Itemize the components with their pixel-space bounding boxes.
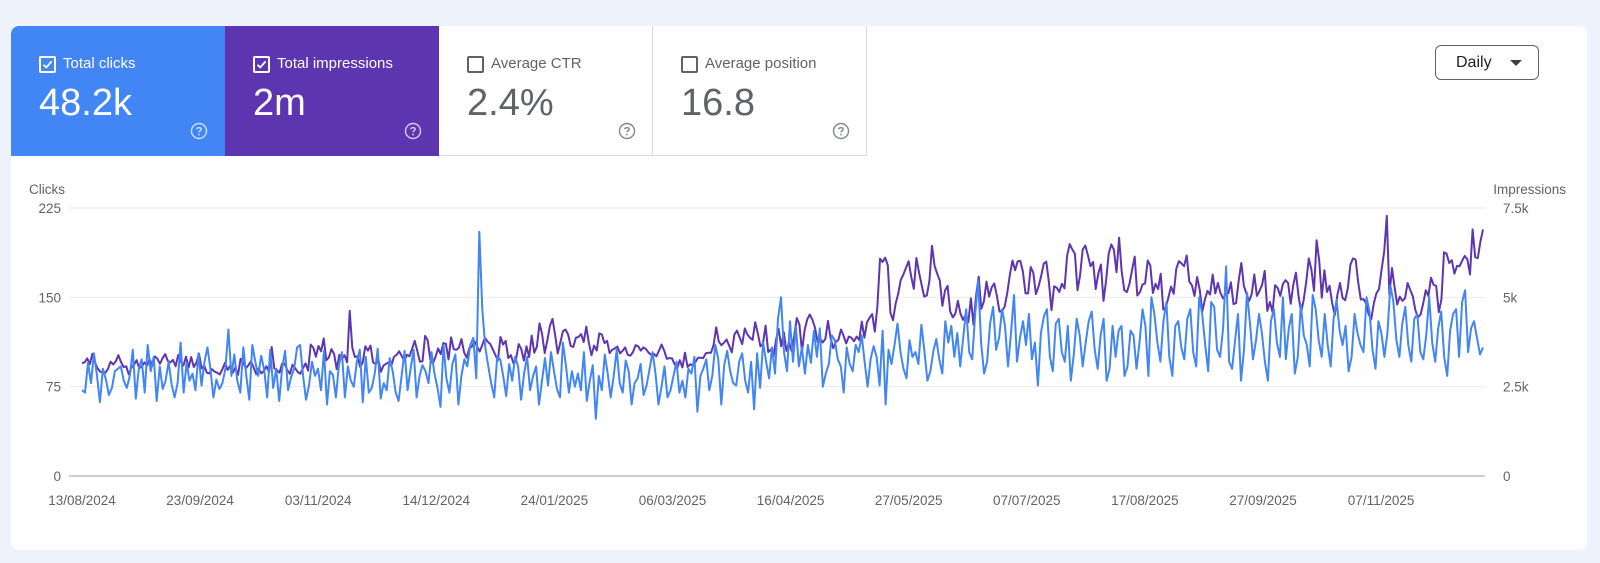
x-tick-label: 27/09/2025 — [1229, 493, 1297, 508]
metric-value: 48.2k — [39, 82, 132, 124]
x-tick-label: 03/11/2024 — [285, 493, 352, 508]
y-tick-label-right: 7.5k — [1503, 201, 1529, 216]
metric-card-average-position[interactable]: Average position 16.8 — [653, 26, 867, 156]
metric-value: 2m — [253, 82, 306, 124]
metric-label: Total clicks — [63, 55, 136, 72]
metric-card-average-ctr[interactable]: Average CTR 2.4% — [439, 26, 653, 156]
x-tick-label: 06/03/2025 — [639, 493, 707, 508]
x-tick-label: 07/11/2025 — [1348, 493, 1415, 508]
metric-card-total-clicks[interactable]: Total clicks 48.2k — [11, 26, 225, 156]
metric-value: 16.8 — [681, 82, 755, 124]
y-tick-label-right: 0 — [1503, 469, 1511, 484]
x-tick-label: 17/08/2025 — [1111, 493, 1179, 508]
help-circle-icon[interactable] — [618, 122, 636, 140]
y-tick-label-left: 150 — [38, 290, 61, 305]
y-tick-label-left: 75 — [46, 380, 61, 395]
y-axis-title-left: Clicks — [29, 182, 65, 197]
y-tick-label-left: 225 — [38, 201, 61, 216]
checkbox-icon[interactable] — [467, 56, 484, 73]
x-tick-label: 07/07/2025 — [993, 493, 1061, 508]
checkbox-icon[interactable] — [39, 56, 56, 73]
y-tick-label-right: 5k — [1503, 290, 1518, 305]
performance-panel: Total clicks 48.2k Total impressions 2m … — [11, 26, 1587, 550]
x-tick-label: 16/04/2025 — [757, 493, 825, 508]
help-circle-icon[interactable] — [190, 122, 208, 140]
performance-chart: 0 0 75 2.5k 150 5k 225 7.5k Clicks Impressions 13/… — [29, 182, 1566, 508]
y-tick-label-right: 2.5k — [1503, 380, 1529, 395]
period-dropdown-value: Daily — [1456, 54, 1492, 71]
metric-value: 2.4% — [467, 82, 554, 124]
x-tick-label: 24/01/2025 — [521, 493, 589, 508]
checkbox-icon[interactable] — [681, 56, 698, 73]
caret-down-icon — [1510, 60, 1522, 66]
help-circle-icon[interactable] — [404, 122, 422, 140]
x-tick-label: 23/09/2024 — [166, 493, 234, 508]
series-line-total-clicks — [81, 230, 1484, 420]
checkbox-icon[interactable] — [253, 56, 270, 73]
metric-cards: Total clicks 48.2k Total impressions 2m … — [11, 26, 867, 156]
x-tick-label: 14/12/2024 — [403, 493, 471, 508]
period-dropdown[interactable]: Daily — [1435, 45, 1539, 80]
metric-card-total-impressions[interactable]: Total impressions 2m — [225, 26, 439, 156]
metric-label: Average CTR — [491, 55, 582, 72]
y-tick-label-left: 0 — [53, 469, 61, 484]
series-line-total-impressions — [81, 214, 1484, 376]
help-circle-icon[interactable] — [832, 122, 850, 140]
x-tick-label: 27/05/2025 — [875, 493, 943, 508]
x-tick-label: 13/08/2024 — [48, 493, 116, 508]
metric-label: Total impressions — [277, 55, 393, 72]
metric-label: Average position — [705, 55, 817, 72]
y-axis-title-right: Impressions — [1493, 182, 1566, 197]
